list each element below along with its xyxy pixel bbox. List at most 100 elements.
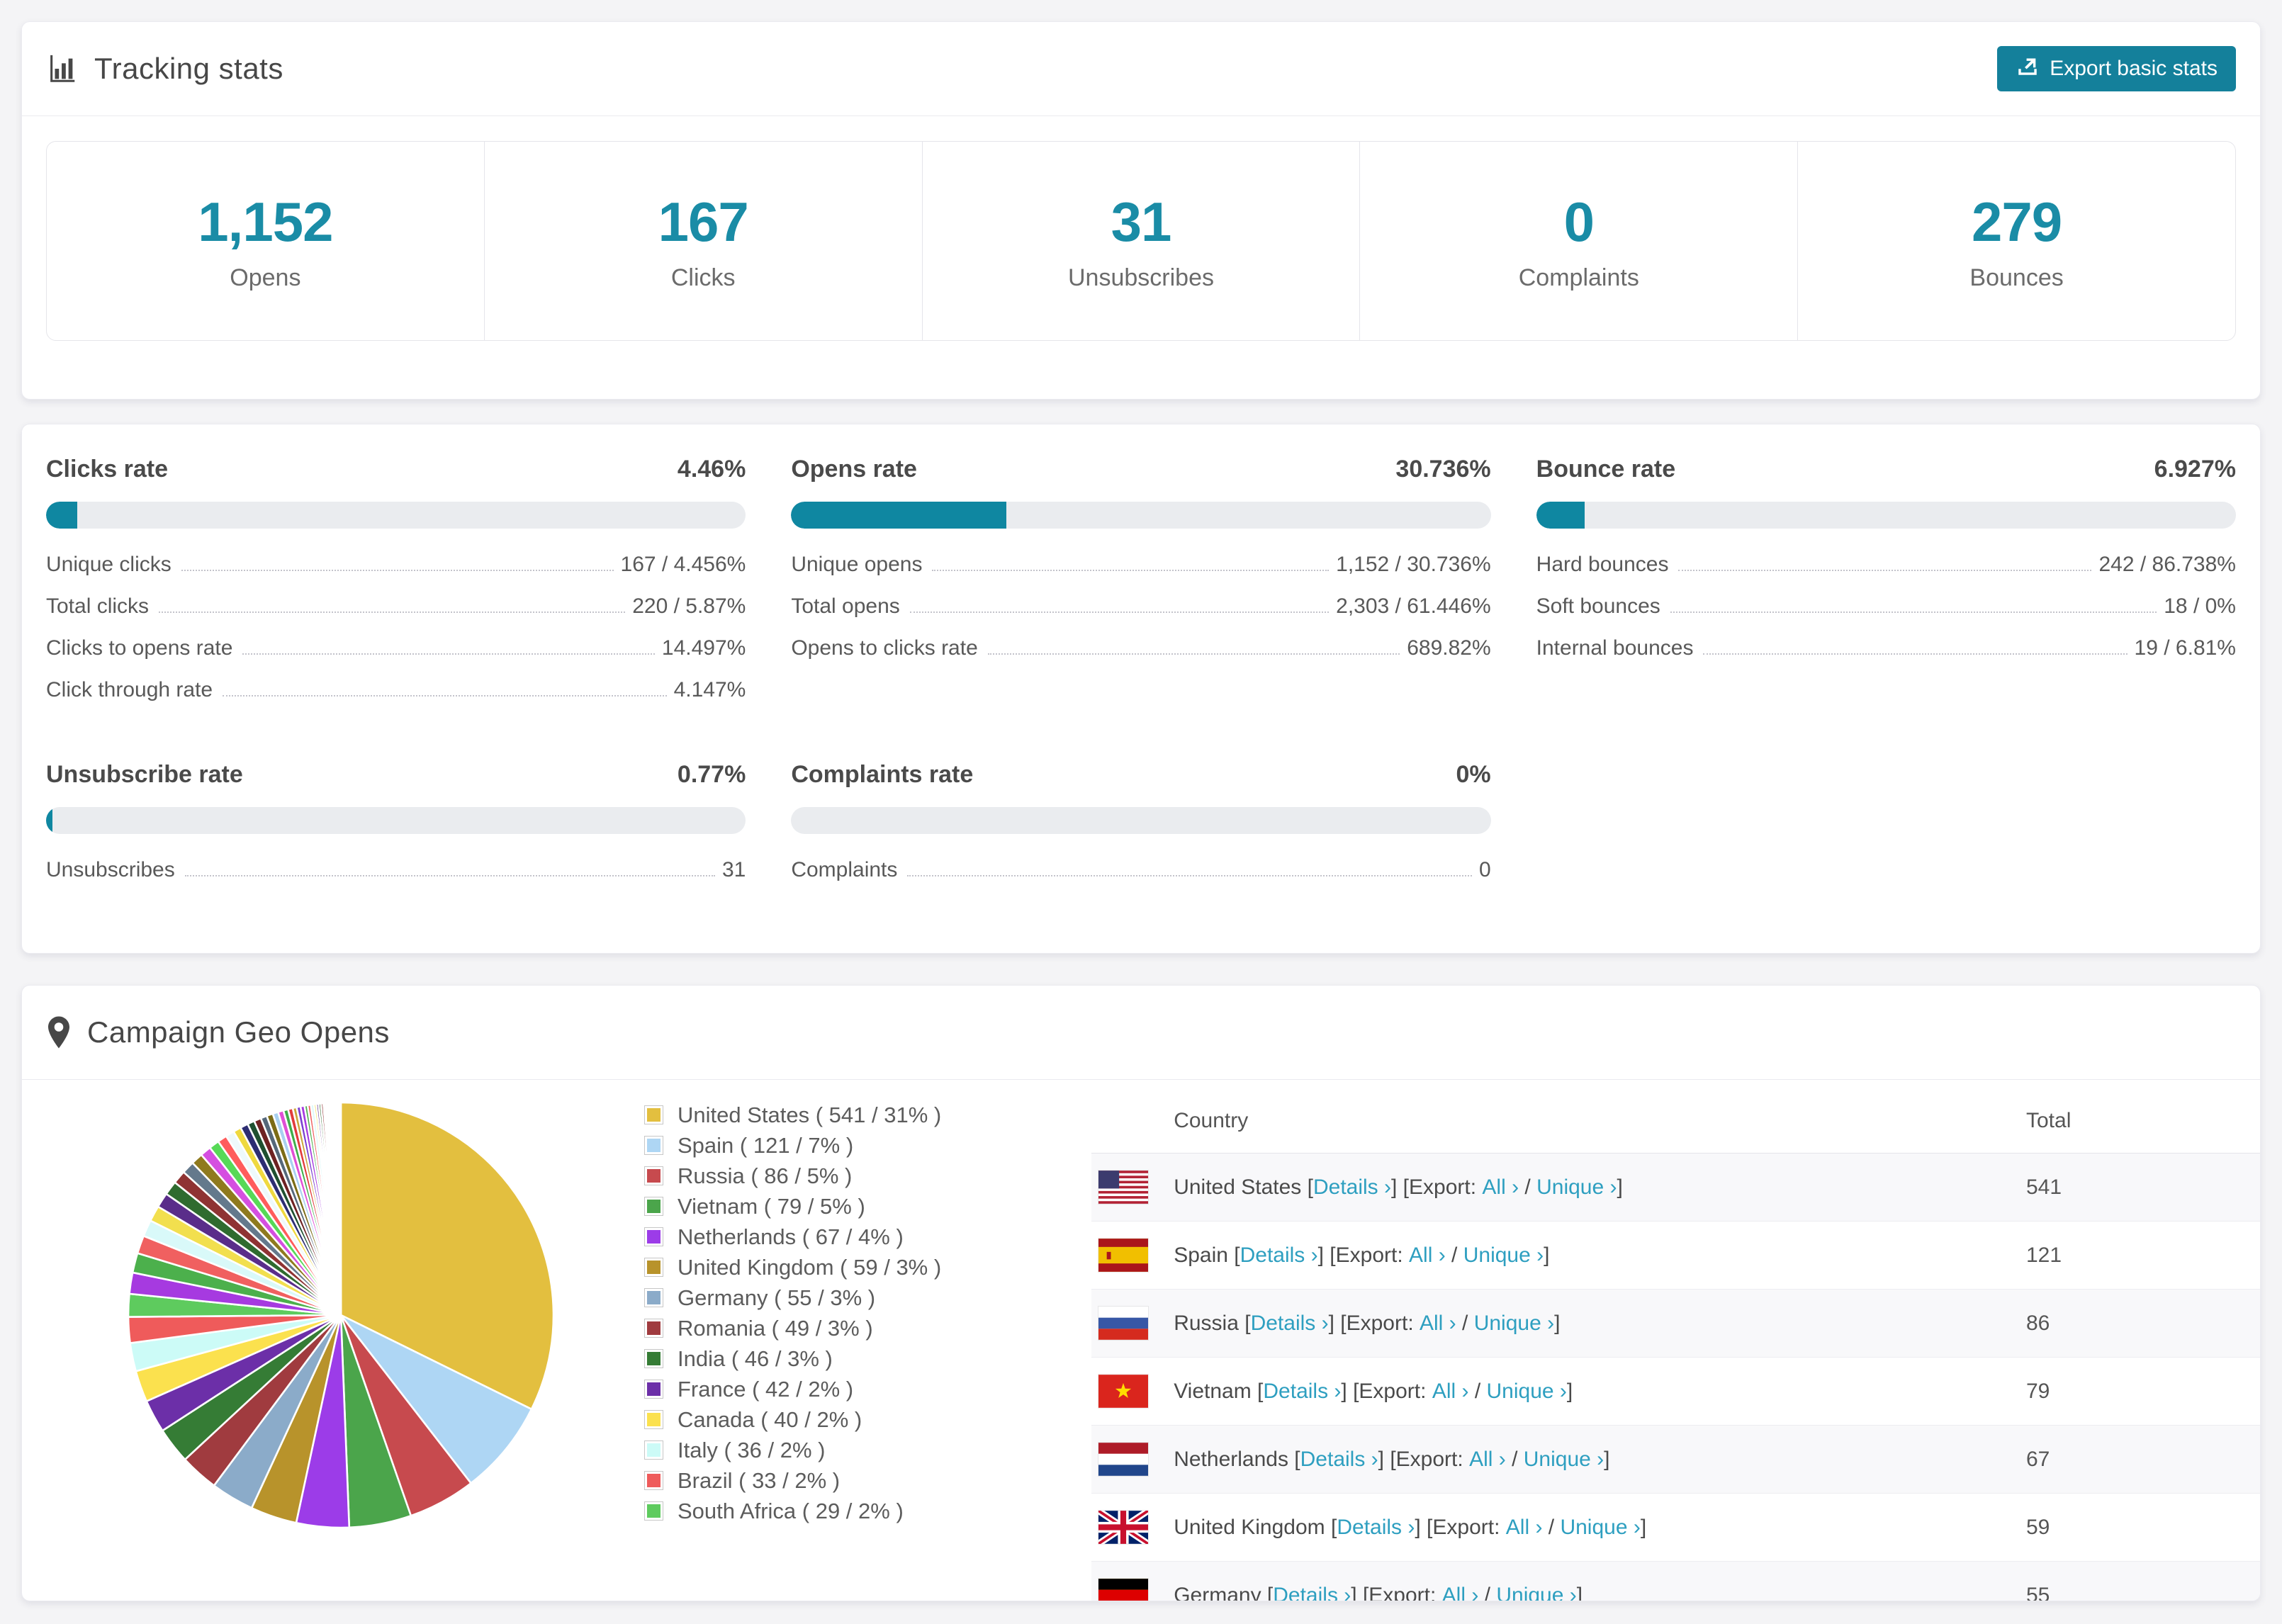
row-text: ] <box>1554 1311 1561 1335</box>
export-all-link[interactable]: All › <box>1505 1515 1543 1539</box>
rate-stat-row: Internal bounces 19 / 6.81% <box>1536 636 2236 678</box>
export-unique-link[interactable]: Unique › <box>1536 1175 1617 1199</box>
export-all-link[interactable]: All › <box>1441 1583 1479 1601</box>
rate-stat-row: Soft bounces 18 / 0% <box>1536 594 2236 636</box>
export-unique-link[interactable]: Unique › <box>1473 1311 1555 1335</box>
unsubscribe-rate-bar <box>46 807 746 834</box>
details-link[interactable]: Details › <box>1273 1583 1351 1601</box>
details-link[interactable]: Details › <box>1263 1379 1342 1403</box>
export-all-link[interactable]: All › <box>1469 1447 1506 1471</box>
rate-stat-row: Unique clicks 167 / 4.456% <box>46 553 746 594</box>
export-basic-stats-button[interactable]: Export basic stats <box>1997 46 2236 91</box>
row-text: United States [ <box>1174 1175 1313 1199</box>
legend-item: Romania ( 49 / 3% ) <box>644 1313 941 1343</box>
export-all-link[interactable]: All › <box>1482 1175 1519 1199</box>
rate-stat-row: Clicks to opens rate 14.497% <box>46 636 746 678</box>
legend-color-chip <box>644 1227 663 1246</box>
legend-label: France ( 42 / 2% ) <box>678 1376 854 1402</box>
legend-label: Romania ( 49 / 3% ) <box>678 1315 873 1341</box>
legend-color-chip <box>644 1501 663 1521</box>
dotted-leader <box>159 611 626 613</box>
export-all-link[interactable]: All › <box>1409 1243 1446 1267</box>
legend-color-chip <box>644 1319 663 1338</box>
details-link[interactable]: Details › <box>1300 1447 1378 1471</box>
row-text: Vietnam [ <box>1174 1379 1264 1403</box>
geo-title-wrap: Campaign Geo Opens <box>46 1015 390 1049</box>
legend-label: Brazil ( 33 / 2% ) <box>678 1467 841 1493</box>
rate-stat-row: Total opens 2,303 / 61.446% <box>791 594 1490 636</box>
details-link[interactable]: Details › <box>1240 1243 1318 1267</box>
legend-item: Brazil ( 33 / 2% ) <box>644 1465 941 1496</box>
rate-stat-value: 14.497% <box>661 636 746 660</box>
legend-color-chip <box>644 1440 663 1460</box>
summary-label: Complaints <box>1518 264 1639 291</box>
details-link[interactable]: Details › <box>1337 1515 1415 1539</box>
legend-color-chip <box>644 1410 663 1429</box>
legend-color-chip <box>644 1258 663 1277</box>
bounce-rate-bar <box>1536 502 2236 529</box>
row-text: / <box>1468 1379 1487 1403</box>
row-text: ] [Export: <box>1317 1243 1410 1267</box>
dotted-leader <box>223 695 667 697</box>
bounce-rate-block: Bounce rate 6.927% Hard bounces 242 / 86.… <box>1536 456 2236 720</box>
geo-legend: United States ( 541 / 31% ) Spain ( 121 /… <box>644 1100 941 1526</box>
dotted-leader <box>1678 570 2092 571</box>
rate-stat-label: Unique clicks <box>46 553 172 576</box>
tracking-stats-title: Tracking stats <box>46 52 283 86</box>
row-text: / <box>1519 1175 1537 1199</box>
export-unique-link[interactable]: Unique › <box>1463 1243 1544 1267</box>
geo-table-row-de: Germany [Details ›] [Export: All › / Uni… <box>1091 1562 2260 1601</box>
us-flag-icon <box>1098 1171 1149 1204</box>
dotted-leader <box>242 653 655 655</box>
legend-label: Italy ( 36 / 2% ) <box>678 1437 826 1462</box>
rates-grid: Clicks rate 4.46% Unique clicks 167 / 4.4… <box>22 424 2260 931</box>
summary-value: 1,152 <box>198 191 333 253</box>
geo-body: United States ( 541 / 31% ) Spain ( 121 /… <box>22 1080 2260 1601</box>
rate-stat-label: Complaints <box>791 858 898 881</box>
gb-flag-icon <box>1098 1511 1149 1544</box>
rate-stat-row: Click through rate 4.147% <box>46 678 746 720</box>
legend-label: United States ( 541 / 31% ) <box>678 1102 942 1127</box>
export-unique-link[interactable]: Unique › <box>1486 1379 1567 1403</box>
dotted-leader <box>181 570 614 571</box>
export-all-link[interactable]: All › <box>1432 1379 1469 1403</box>
summary-value: 167 <box>658 191 749 253</box>
export-unique-link[interactable]: Unique › <box>1496 1583 1577 1601</box>
export-unique-link[interactable]: Unique › <box>1523 1447 1604 1471</box>
summary-boxes: 1,152 Opens 167 Clicks 31 Unsubscribes 0 Compla… <box>46 141 2236 341</box>
page-title: Tracking stats <box>94 52 283 85</box>
summary-value: 31 <box>1111 191 1172 253</box>
legend-item: Canada ( 40 / 2% ) <box>644 1404 941 1435</box>
rate-stat-value: 1,152 / 30.736% <box>1336 553 1491 576</box>
tracking-stats-card: Tracking stats Export basic stats 1,152 O… <box>21 21 2261 400</box>
legend-color-chip <box>644 1136 663 1155</box>
geo-title: Campaign Geo Opens <box>87 1015 390 1049</box>
export-unique-link[interactable]: Unique › <box>1560 1515 1641 1539</box>
summary-value: 279 <box>1972 191 2062 253</box>
row-text: / <box>1478 1583 1497 1601</box>
column-header-country: Country <box>1174 1108 1249 1132</box>
export-all-link[interactable]: All › <box>1420 1311 1456 1335</box>
rate-stat-row: Opens to clicks rate 689.82% <box>791 636 1490 678</box>
row-text: ] [Export: <box>1328 1311 1420 1335</box>
total-value: 541 <box>2026 1175 2062 1199</box>
clicks-rate-block: Clicks rate 4.46% Unique clicks 167 / 4.4… <box>46 456 746 720</box>
geo-header: Campaign Geo Opens <box>22 986 2260 1080</box>
details-link[interactable]: Details › <box>1250 1311 1329 1335</box>
legend-color-chip <box>644 1197 663 1216</box>
tracking-stats-header: Tracking stats Export basic stats <box>22 22 2260 116</box>
total-value: 67 <box>2026 1447 2050 1471</box>
es-flag-icon <box>1098 1239 1149 1272</box>
details-link[interactable]: Details › <box>1313 1175 1392 1199</box>
rate-stat-row: Hard bounces 242 / 86.738% <box>1536 553 2236 594</box>
rate-stat-row: Complaints 0 <box>791 858 1490 900</box>
column-header-total: Total <box>2026 1108 2072 1132</box>
row-text: ] <box>1617 1175 1623 1199</box>
geo-table: Country Total United States [Details ›] [E… <box>1091 1088 2260 1601</box>
legend-item: United States ( 541 / 31% ) <box>644 1100 941 1130</box>
row-text: Netherlands [ <box>1174 1447 1300 1471</box>
rate-stat-value: 19 / 6.81% <box>2134 636 2236 660</box>
legend-item: South Africa ( 29 / 2% ) <box>644 1496 941 1526</box>
vn-flag-icon <box>1098 1375 1149 1408</box>
bounce-rate-title: Bounce rate <box>1536 456 1676 483</box>
